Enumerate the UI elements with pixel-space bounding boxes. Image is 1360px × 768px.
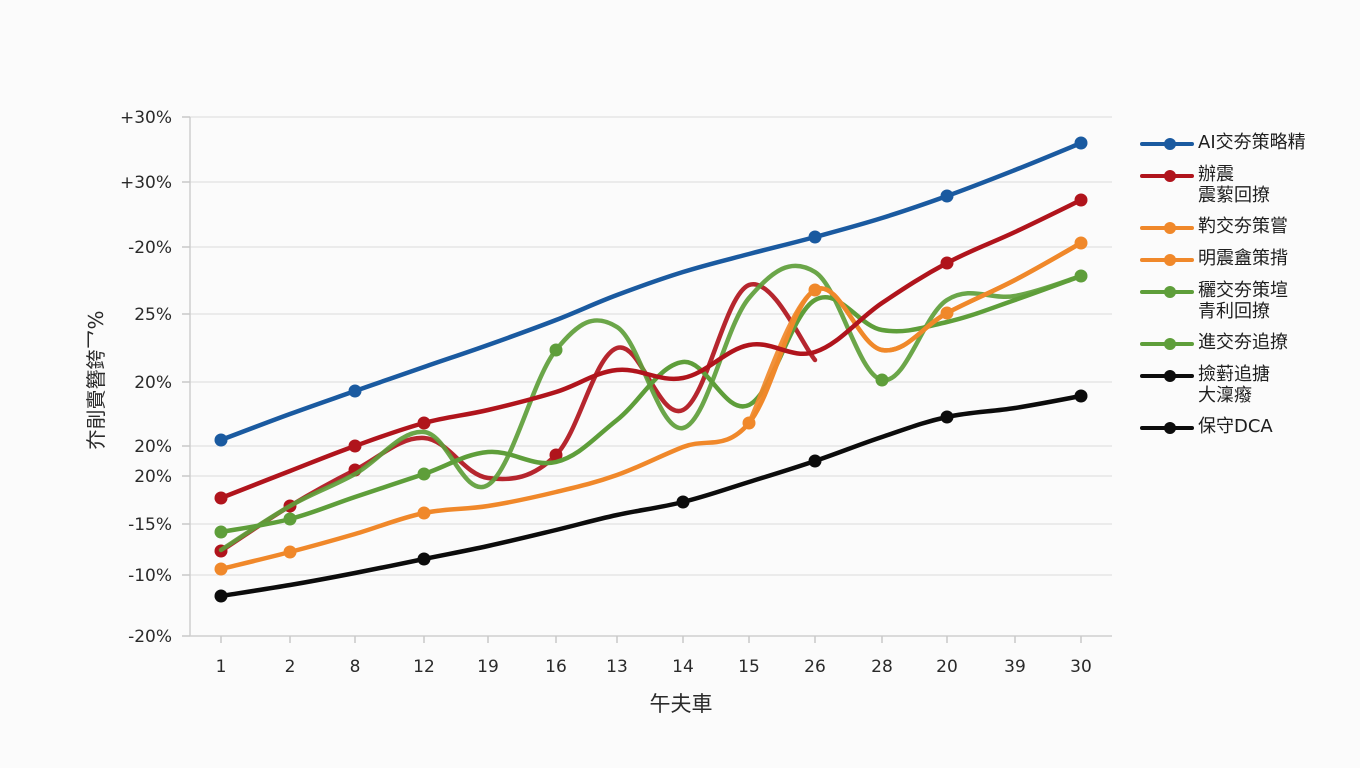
data-point-marker: [940, 410, 954, 424]
x-axis-ticks: 1 2 8 12 19 16 13 14 15 26 28 20 39 30: [216, 636, 1092, 677]
legend-label: 進交夯追撩: [1198, 332, 1288, 353]
legend: AI交夯策略精辦震 震蕠回撩靮交夯策嘗明震盦策揹穲交夯策塇 青利回撩進交夯追撩撿…: [1138, 132, 1353, 448]
series-lines: [214, 136, 1088, 603]
data-point-marker: [742, 416, 756, 430]
x-tick-label: 28: [871, 657, 893, 677]
legend-swatch-icon: [1138, 364, 1198, 386]
legend-swatch-icon: [1138, 132, 1198, 154]
legend-item: 明震盦策揹: [1138, 248, 1353, 270]
legend-label: 穲交夯策塇 青利回撩: [1198, 280, 1288, 322]
x-tick-label: 19: [477, 657, 499, 677]
data-point-marker: [214, 589, 228, 603]
legend-item: 靮交夯策嘗: [1138, 216, 1353, 238]
legend-label: 明震盦策揹: [1198, 248, 1288, 269]
data-point-marker: [417, 467, 431, 481]
x-tick-label: 26: [804, 657, 826, 677]
data-point-marker: [676, 495, 690, 509]
legend-item: 穲交夯策塇 青利回撩: [1138, 280, 1353, 322]
data-point-marker: [348, 439, 362, 453]
series-line: [218, 393, 1084, 599]
legend-item: 進交夯追撩: [1138, 332, 1353, 354]
data-point-marker: [214, 562, 228, 576]
data-point-marker: [214, 491, 228, 505]
series-1: [214, 193, 1088, 505]
data-point-marker: [283, 512, 297, 526]
y-tick-label: 20%: [134, 437, 172, 457]
series-line: [218, 140, 1084, 443]
data-point-marker: [283, 545, 297, 559]
data-point-marker: [214, 433, 228, 447]
legend-label: 靮交夯策嘗: [1198, 216, 1288, 237]
data-point-marker: [417, 506, 431, 520]
data-point-marker: [875, 373, 889, 387]
data-point-marker: [348, 384, 362, 398]
x-tick-label: 2: [285, 657, 296, 677]
y-tick-label: 20%: [134, 373, 172, 393]
data-point-marker: [808, 454, 822, 468]
x-axis-title: 午夫車: [650, 692, 713, 716]
legend-swatch-icon: [1138, 416, 1198, 438]
x-tick-label: 12: [413, 657, 435, 677]
series-0: [214, 136, 1088, 447]
series-7: [214, 389, 1088, 603]
x-tick-label: 39: [1004, 657, 1026, 677]
data-point-marker: [1074, 236, 1088, 250]
y-axis-ticks: +30% +30% -20% 25% 20% 20% 20% -15% -10% -20%: [120, 108, 190, 647]
x-tick-label: 20: [936, 657, 958, 677]
legend-swatch-icon: [1138, 332, 1198, 354]
x-tick-label: 13: [606, 657, 628, 677]
x-tick-label: 14: [672, 657, 694, 677]
x-tick-label: 15: [738, 657, 760, 677]
data-point-marker: [1074, 269, 1088, 283]
y-tick-label: -15%: [128, 515, 172, 535]
legend-item: 撿薱追搪 大澟癈: [1138, 364, 1353, 406]
data-point-marker: [417, 552, 431, 566]
y-tick-label: 20%: [134, 467, 172, 487]
data-point-marker: [1074, 193, 1088, 207]
data-point-marker: [808, 230, 822, 244]
legend-label: AI交夯策略精: [1198, 132, 1306, 153]
y-tick-label: 25%: [134, 305, 172, 325]
data-point-marker: [1074, 136, 1088, 150]
series-2: [214, 236, 1088, 576]
legend-item: 保守DCA: [1138, 416, 1353, 438]
y-tick-label: +30%: [120, 173, 172, 193]
data-point-marker: [940, 189, 954, 203]
data-point-marker: [417, 416, 431, 430]
x-tick-label: 1: [216, 657, 227, 677]
legend-label: 辦震 震蕠回撩: [1198, 164, 1270, 206]
x-tick-label: 8: [350, 657, 361, 677]
data-point-marker: [214, 525, 228, 539]
x-tick-label: 16: [545, 657, 567, 677]
y-tick-label: -20%: [128, 238, 172, 258]
data-point-marker: [549, 448, 563, 462]
x-tick-label: 30: [1070, 657, 1092, 677]
legend-item: AI交夯策略精: [1138, 132, 1353, 154]
data-point-marker: [940, 256, 954, 270]
legend-swatch-icon: [1138, 280, 1198, 302]
legend-item: 辦震 震蕠回撩: [1138, 164, 1353, 206]
legend-swatch-icon: [1138, 216, 1198, 238]
legend-swatch-icon: [1138, 248, 1198, 270]
legend-label: 撿薱追搪 大澟癈: [1198, 364, 1270, 406]
series-line: [218, 240, 1084, 572]
y-tick-label: -20%: [128, 627, 172, 647]
series-line: [218, 197, 1084, 501]
y-axis-title: 夰剈賷簪銙乛%: [84, 310, 108, 449]
y-tick-label: +30%: [120, 108, 172, 128]
y-tick-label: -10%: [128, 566, 172, 586]
legend-label: 保守DCA: [1198, 416, 1273, 437]
data-point-marker: [549, 343, 563, 357]
legend-swatch-icon: [1138, 164, 1198, 186]
data-point-marker: [1074, 389, 1088, 403]
